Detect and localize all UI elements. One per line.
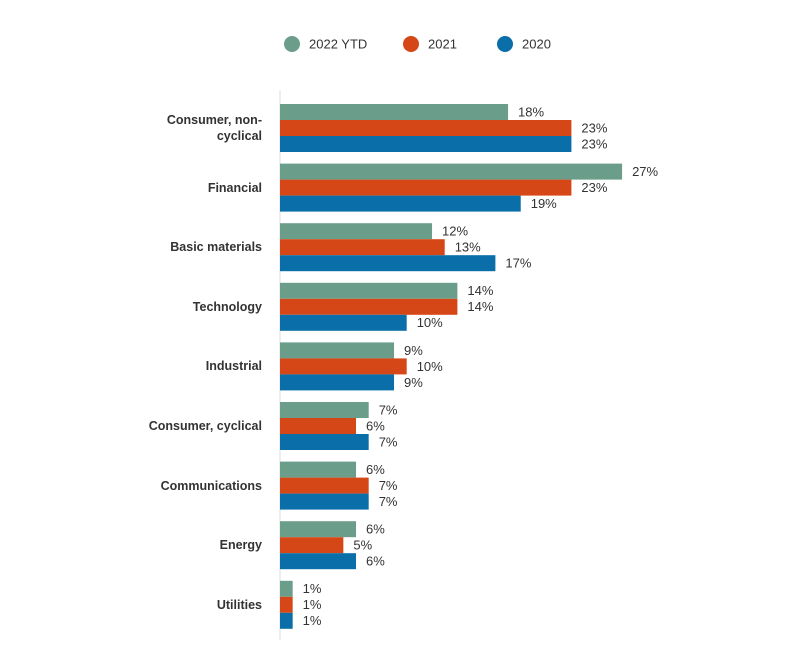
value-label: 12% (442, 224, 468, 239)
category-label: Industrial (205, 359, 262, 374)
bar (280, 580, 293, 597)
bar (280, 314, 407, 331)
bar (280, 612, 293, 629)
bar (280, 282, 458, 299)
category-label: Consumer, cyclical (148, 419, 262, 433)
category-label: Consumer, non-cyclical (166, 113, 262, 143)
value-label: 14% (467, 283, 493, 298)
legend-label: 2022 YTD (309, 36, 367, 51)
value-label: 6% (366, 554, 385, 569)
bar (280, 553, 357, 570)
bar (280, 434, 369, 450)
value-label: 23% (581, 120, 607, 135)
value-label: 14% (467, 299, 493, 314)
value-label: 7% (379, 434, 398, 449)
value-label: 10% (417, 315, 443, 330)
category-label: Energy (219, 538, 262, 553)
category-label: Basic materials (170, 240, 262, 255)
bar (280, 477, 369, 494)
value-label: 9% (404, 375, 423, 390)
value-label: 6% (366, 522, 385, 537)
bar (280, 179, 572, 196)
category-label: Communications (160, 478, 262, 493)
legend-label: 2020 (522, 36, 551, 51)
legend-marker (497, 36, 513, 52)
bar (280, 358, 407, 375)
value-label: 9% (404, 343, 423, 358)
value-label: 27% (632, 164, 658, 179)
value-label: 17% (505, 256, 531, 271)
category-label: Technology (192, 299, 262, 314)
bar (280, 163, 623, 180)
bar (280, 136, 572, 152)
value-label: 18% (518, 104, 544, 119)
value-label: 7% (379, 478, 398, 493)
bar (280, 521, 357, 538)
value-label: 6% (366, 462, 385, 477)
bar (280, 461, 357, 478)
bar (280, 374, 395, 391)
value-label: 19% (531, 196, 557, 211)
value-label: 1% (303, 613, 322, 628)
value-label: 13% (455, 240, 481, 255)
bar (280, 298, 458, 315)
category-label: Utilities (216, 597, 262, 612)
bar (280, 223, 433, 240)
category-label: Financial (207, 180, 262, 195)
bar (280, 255, 496, 272)
value-label: 23% (581, 180, 607, 195)
value-label: 1% (303, 597, 322, 612)
value-label: 1% (303, 581, 322, 596)
bar (280, 493, 369, 510)
value-label: 10% (417, 359, 443, 374)
legend-marker (284, 36, 300, 52)
bar (280, 596, 293, 613)
bar (280, 418, 357, 434)
bar (280, 104, 509, 120)
value-label: 23% (581, 136, 607, 151)
bar (280, 342, 395, 359)
bar (280, 537, 344, 554)
value-label: 5% (353, 538, 372, 553)
bar (280, 239, 445, 256)
legend-marker (403, 36, 419, 52)
value-label: 7% (379, 494, 398, 509)
value-label: 6% (366, 418, 385, 433)
bar (280, 402, 369, 418)
value-label: 7% (379, 402, 398, 417)
legend-label: 2021 (428, 36, 457, 51)
bar (280, 120, 572, 136)
bar (280, 195, 521, 212)
